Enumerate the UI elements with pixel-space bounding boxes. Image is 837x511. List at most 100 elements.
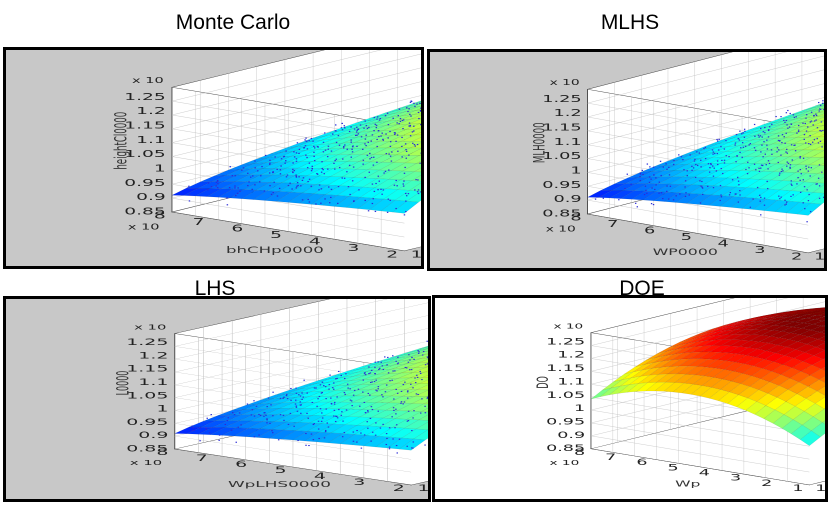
y-tick-label: 4 <box>718 238 729 249</box>
scatter-point <box>308 139 310 142</box>
surface-cell <box>396 118 421 125</box>
scatter-point <box>315 387 317 389</box>
scatter-point <box>395 424 398 426</box>
scatter-point <box>269 159 271 161</box>
chart-panel-mlhs: 0.85 0.9 0.95 1 1.05 1.1 1.15 1.2 1.25 2 3 4 5 6 7 8 1.4… <box>427 49 827 271</box>
scatter-point <box>403 214 406 216</box>
scatter-point <box>306 392 308 394</box>
scatter-point <box>787 109 789 112</box>
scatter-point <box>285 160 287 162</box>
scatter-point <box>384 391 387 393</box>
scatter-point <box>322 169 324 171</box>
scatter-point <box>652 203 655 206</box>
scatter-point <box>266 419 268 421</box>
scatter-point <box>602 197 605 199</box>
scatter-point <box>418 351 420 353</box>
scatter-point <box>658 181 661 183</box>
scatter-point <box>296 142 299 144</box>
scatter-point <box>748 144 750 146</box>
scatter-point <box>311 165 313 167</box>
scatter-point <box>392 407 395 409</box>
y-tick-label: 7 <box>193 216 205 228</box>
scatter-point <box>708 171 711 173</box>
scatter-point <box>355 131 358 133</box>
scatter-point <box>362 163 364 165</box>
scatter-point <box>698 152 701 154</box>
scatter-point <box>414 189 416 191</box>
scatter-point <box>382 139 385 141</box>
y-tick-label: 7 <box>196 453 208 464</box>
scatter-point <box>287 423 290 425</box>
scatter-point <box>719 184 722 187</box>
surface-cell <box>811 422 825 438</box>
scatter-point <box>381 193 383 195</box>
scatter-point <box>370 156 373 159</box>
scatter-point <box>781 141 783 144</box>
scatter-point <box>246 403 249 405</box>
scatter-point <box>397 115 400 117</box>
scatter-point <box>270 404 272 406</box>
surface-mesh <box>171 100 421 214</box>
scatter-point <box>653 174 655 176</box>
scatter-point <box>343 392 346 394</box>
scatter-point <box>725 140 727 142</box>
scatter-point <box>806 189 808 191</box>
scatter-point <box>241 169 243 171</box>
scatter-point <box>289 182 291 184</box>
scatter-point <box>701 186 703 188</box>
scatter-point <box>359 405 361 407</box>
y-tick-label: 3 <box>348 242 360 254</box>
y-tick-label: 4 <box>309 235 321 247</box>
scatter-point <box>741 133 743 135</box>
scatter-point <box>320 202 322 204</box>
scatter-point <box>393 184 396 186</box>
scatter-point <box>374 361 377 363</box>
scatter-point <box>762 131 764 133</box>
scatter-point <box>759 194 761 196</box>
scatter-point <box>377 410 380 412</box>
scatter-point <box>415 393 418 395</box>
scatter-point <box>199 427 201 429</box>
scatter-point <box>807 200 810 202</box>
scatter-point <box>715 170 718 172</box>
scatter-point <box>778 140 781 142</box>
scatter-point <box>805 142 807 144</box>
surface-cell <box>426 366 428 368</box>
z-tick-label: 1 <box>574 403 585 413</box>
scatter-point <box>764 153 767 155</box>
scatter-point <box>787 162 790 164</box>
y-tick-label: 2 <box>791 251 802 262</box>
scatter-point <box>371 408 374 411</box>
scatter-point <box>749 143 752 145</box>
scatter-point <box>634 202 637 204</box>
z-tick-label: 0.95 <box>124 177 166 189</box>
scatter-point <box>279 414 282 416</box>
scatter-point <box>358 189 360 191</box>
scatter-point <box>416 103 418 105</box>
scatter-point <box>387 356 389 358</box>
scatter-point <box>404 381 406 383</box>
scatter-point <box>363 127 365 129</box>
scatter-point <box>790 180 792 182</box>
surface-cell <box>816 113 824 117</box>
scatter-point <box>351 148 353 150</box>
scatter-point <box>618 199 620 201</box>
scatter-point <box>805 165 807 167</box>
scatter-point <box>694 158 696 160</box>
surface-cell <box>822 156 824 158</box>
scatter-point <box>230 429 233 431</box>
scatter-point <box>712 187 715 189</box>
scatter-points <box>191 340 428 454</box>
scatter-point <box>399 117 402 120</box>
scatter-point <box>822 129 824 132</box>
scatter-point <box>317 420 320 422</box>
scatter-point <box>357 133 360 135</box>
scatter-point <box>712 153 714 155</box>
scatter-point <box>301 179 304 181</box>
scatter-point <box>807 126 809 128</box>
scatter-point <box>272 391 274 393</box>
scatter-point <box>349 388 351 390</box>
y-exponent-label: x 10 <box>128 222 160 231</box>
scatter-point <box>304 145 307 147</box>
scatter-point <box>346 383 349 385</box>
